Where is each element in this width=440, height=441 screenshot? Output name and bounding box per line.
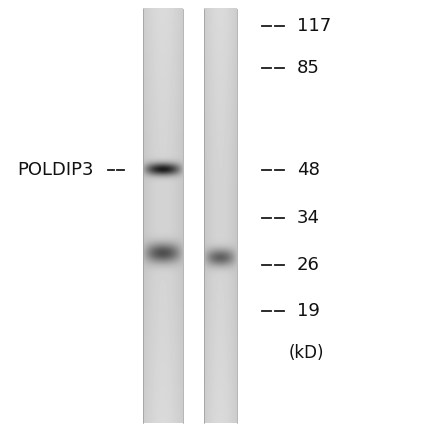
Text: (kD): (kD)	[288, 344, 324, 362]
Text: 19: 19	[297, 302, 320, 320]
Text: 117: 117	[297, 18, 331, 35]
Text: 48: 48	[297, 161, 320, 179]
Text: 26: 26	[297, 256, 320, 273]
Text: 85: 85	[297, 60, 320, 77]
Text: 34: 34	[297, 209, 320, 227]
Text: POLDIP3: POLDIP3	[18, 161, 94, 179]
